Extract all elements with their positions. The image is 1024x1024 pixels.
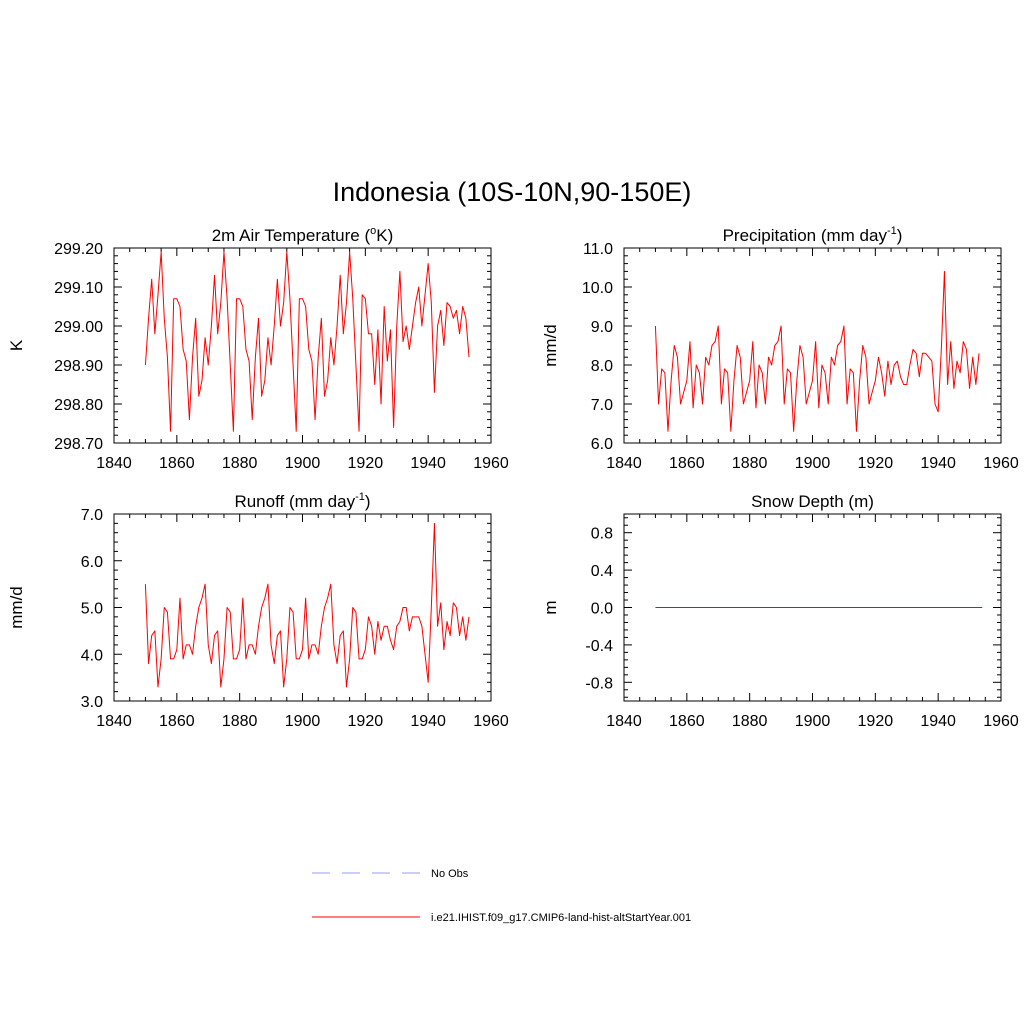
- x-tick-label: 1940: [920, 713, 956, 730]
- x-tick-label: 1900: [795, 455, 831, 472]
- x-tick-label: 1860: [669, 713, 705, 730]
- x-tick-label: 1920: [348, 713, 384, 730]
- y-tick-label: 298.80: [54, 397, 103, 414]
- y-tick-label: 0.4: [591, 563, 613, 580]
- figure-title: Indonesia (10S-10N,90-150E): [333, 177, 692, 207]
- y-tick-label: 299.00: [54, 319, 103, 336]
- panel-title-end: ): [897, 226, 903, 245]
- x-tick-label: 1860: [669, 455, 705, 472]
- x-tick-label: 1860: [159, 713, 195, 730]
- x-tick-label: 1940: [410, 713, 446, 730]
- panel-4: 1840 1860 1880 1900 1920 1940 1960 -0.8 -0.4 0.0 0…: [541, 492, 1019, 730]
- y-axis-label: mm/d: [541, 324, 560, 367]
- panel-title: Precipitation (mm day-1): [723, 225, 903, 245]
- x-tick-label: 1960: [983, 455, 1019, 472]
- x-tick-label: 1940: [920, 455, 956, 472]
- x-tick-label: 1840: [606, 455, 642, 472]
- panel-title-superscript: -1: [887, 225, 897, 237]
- panel-title-main: Runoff (mm day: [234, 492, 355, 511]
- panels-group: 1840 1860 1880 1900 1920 1940 1960 298.70 298.80…: [7, 225, 1019, 730]
- panel-title-end: K): [376, 226, 393, 245]
- y-axis-label: mm/d: [7, 586, 26, 629]
- y-tick-label: 0.0: [591, 601, 613, 618]
- y-tick-label: 6.0: [81, 554, 103, 571]
- panel-title-end: ): [365, 492, 371, 511]
- panel-title-superscript: -1: [355, 491, 365, 503]
- plot-frame: [113, 513, 492, 702]
- x-tick-label: 1900: [285, 455, 321, 472]
- x-tick-label: 1960: [473, 455, 509, 472]
- x-tick-label: 1920: [858, 713, 894, 730]
- x-tick-label: 1900: [285, 713, 321, 730]
- y-tick-label: 6.0: [591, 436, 613, 453]
- legend-label-2: i.e21.IHIST.f09_g17.CMIP6-land-hist-altS…: [431, 912, 691, 924]
- y-tick-label: 299.20: [54, 241, 103, 258]
- y-tick-label: 7.0: [81, 507, 103, 524]
- series-line: [144, 251, 470, 432]
- y-tick-label: 5.0: [81, 601, 103, 618]
- panel-1: 1840 1860 1880 1900 1920 1940 1960 298.70 298.80…: [7, 225, 509, 472]
- x-tick-label: 1960: [473, 713, 509, 730]
- x-tick-label: 1840: [606, 713, 642, 730]
- x-tick-label: 1960: [983, 713, 1019, 730]
- x-tick-label: 1920: [858, 455, 894, 472]
- panel-2: 1840 1860 1880 1900 1920 1940 1960 6.0 7.0 8.0 9.0…: [541, 225, 1019, 472]
- x-tick-label: 1880: [222, 713, 258, 730]
- x-tick-label: 1840: [96, 455, 132, 472]
- x-tick-label: 1880: [732, 455, 768, 472]
- y-tick-label: 10.0: [582, 280, 613, 297]
- legend: No Obs i.e21.IHIST.f09_g17.CMIP6-land-his…: [312, 868, 691, 924]
- panel-3: 1840 1860 1880 1900 1920 1940 1960 3.0 4.0 5.0 6.0…: [7, 491, 509, 730]
- x-tick-label: 1940: [410, 455, 446, 472]
- y-axis-label: K: [7, 339, 26, 351]
- panel-title: Snow Depth (m): [751, 492, 874, 511]
- legend-label-1: No Obs: [431, 868, 469, 880]
- y-tick-label: 3.0: [81, 694, 103, 711]
- y-tick-label: 298.70: [54, 436, 103, 453]
- panel-title-main: 2m Air Temperature (: [212, 226, 371, 245]
- series-line: [144, 522, 470, 688]
- y-tick-label: 11.0: [583, 241, 613, 258]
- y-tick-label: -0.4: [585, 638, 613, 655]
- y-tick-label: 0.8: [591, 526, 613, 543]
- y-tick-label: 7.0: [591, 397, 613, 414]
- y-tick-label: 8.0: [591, 358, 613, 375]
- panel-title: 2m Air Temperature (oK): [212, 225, 394, 245]
- series-line: [654, 270, 980, 432]
- x-tick-label: 1900: [795, 713, 831, 730]
- y-tick-label: 298.90: [54, 358, 103, 375]
- x-tick-label: 1920: [348, 455, 384, 472]
- x-tick-label: 1880: [732, 713, 768, 730]
- panel-title-main: Snow Depth (m): [751, 492, 874, 511]
- y-tick-label: 299.10: [54, 280, 103, 297]
- panel-title-main: Precipitation (mm day: [723, 226, 888, 245]
- x-tick-label: 1860: [159, 455, 195, 472]
- y-axis-label: m: [541, 600, 560, 614]
- panel-title-superscript: o: [370, 225, 376, 237]
- y-tick-label: 4.0: [81, 647, 103, 664]
- x-tick-label: 1840: [96, 713, 132, 730]
- y-tick-label: -0.8: [585, 675, 613, 692]
- y-tick-label: 9.0: [591, 319, 613, 336]
- panel-title: Runoff (mm day-1): [234, 491, 370, 511]
- x-tick-label: 1880: [222, 455, 258, 472]
